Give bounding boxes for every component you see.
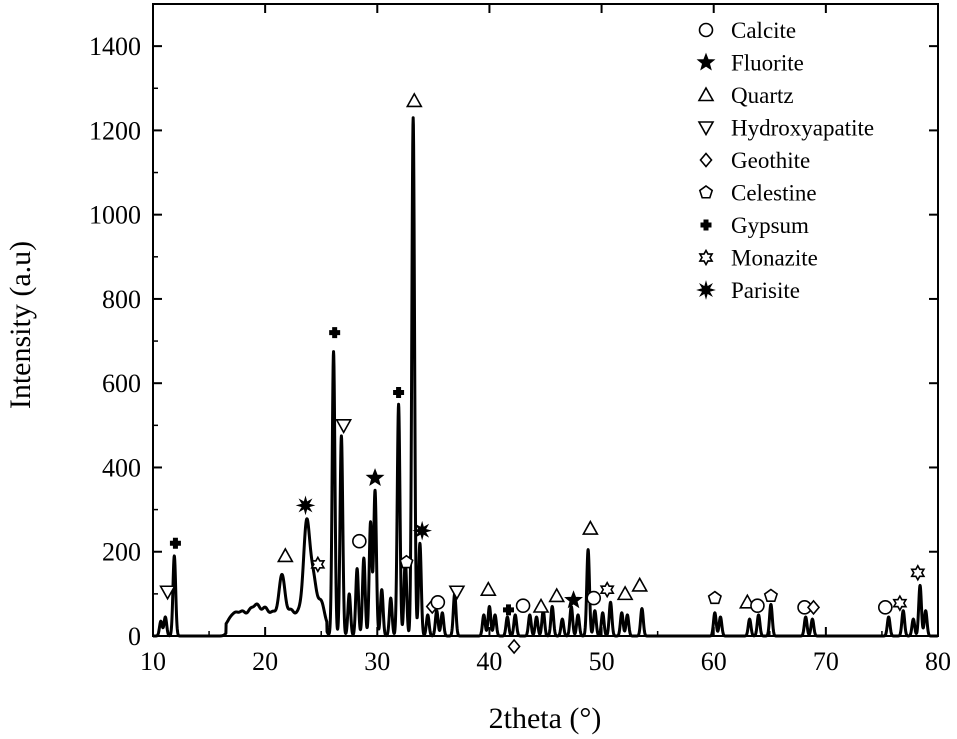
plot-area — [151, 3, 940, 638]
x-tick-label: 10 — [140, 647, 166, 676]
x-tick-label: 60 — [701, 647, 727, 676]
y-tick-label: 800 — [102, 285, 141, 314]
legend-entry: Quartz — [697, 83, 794, 108]
phase-marker-geothite — [806, 599, 821, 616]
y-tick-label: 1000 — [89, 201, 141, 230]
phase-marker-monazite — [599, 581, 615, 599]
xrd-trace — [151, 116, 940, 638]
y-tick-label: 600 — [102, 369, 141, 398]
phase-marker-calcite — [877, 600, 893, 615]
legend-label: Parisite — [731, 278, 800, 303]
phase-marker-parisite — [412, 520, 432, 541]
legend-marker-parisite — [696, 280, 716, 300]
legend-entry: Fluorite — [696, 51, 804, 76]
phase-markers — [159, 92, 926, 655]
legend-label: Celestine — [731, 181, 817, 206]
legend-label: Geothite — [731, 148, 810, 173]
phase-marker-quartz — [479, 581, 497, 596]
x-tick-label: 40 — [476, 647, 502, 676]
legend-label: Hydroxyapatite — [731, 116, 874, 141]
phase-marker-calcite — [352, 533, 367, 549]
legend-marker-monazite — [698, 248, 714, 267]
phase-marker-quartz — [405, 92, 423, 108]
legend-marker-celestine — [698, 185, 714, 199]
legend-entry: Calcite — [698, 18, 796, 43]
phase-marker-fluorite — [365, 468, 385, 487]
legend-marker-quartz — [697, 86, 715, 102]
phase-marker-monazite — [910, 564, 926, 582]
y-tick-label: 400 — [102, 453, 141, 482]
legend-entry: Celestine — [698, 181, 817, 206]
phase-marker-calcite — [430, 594, 446, 610]
phase-marker-quartz — [276, 547, 294, 563]
phase-marker-gypsum — [169, 537, 181, 549]
phase-marker-celestine — [399, 554, 414, 569]
legend-label: Gypsum — [731, 213, 809, 238]
phase-marker-monazite — [892, 594, 908, 612]
x-tick-label: 80 — [925, 647, 951, 676]
phase-marker-celestine — [707, 590, 722, 605]
legend-marker-gypsum — [700, 219, 712, 231]
phase-marker-fluorite — [564, 590, 583, 609]
phase-marker-hydroxyapatite — [448, 585, 466, 601]
legend-label: Monazite — [731, 246, 818, 271]
y-axis-ticks: 0 200 400 600 800 1000 1200 1400 — [89, 32, 938, 651]
y-tick-label: 200 — [102, 538, 141, 567]
phase-marker-gypsum — [502, 604, 514, 616]
phase-marker-quartz — [616, 585, 634, 601]
phase-marker-hydroxyapatite — [159, 585, 176, 601]
legend: Calcite Fluorite Quartz Hydroxyapatite Geoth… — [696, 18, 874, 303]
phase-marker-monazite — [310, 555, 326, 573]
phase-marker-celestine — [763, 588, 779, 603]
phase-marker-quartz — [532, 597, 550, 613]
legend-marker-fluorite — [696, 52, 716, 71]
legend-entry: Geothite — [699, 148, 810, 173]
y-axis-label: Intensity (a.u) — [4, 241, 37, 409]
phase-marker-quartz — [581, 519, 599, 535]
x-tick-label: 70 — [813, 647, 839, 676]
legend-entry: Parisite — [696, 278, 800, 303]
legend-entry: Monazite — [698, 246, 818, 271]
phase-marker-calcite — [750, 598, 765, 613]
legend-marker-hydroxyapatite — [697, 121, 715, 137]
legend-label: Fluorite — [731, 51, 804, 76]
y-tick-label: 0 — [128, 622, 141, 651]
x-axis-ticks: 10 20 30 40 50 60 70 80 — [140, 4, 951, 676]
phase-marker-calcite — [586, 590, 602, 606]
phase-marker-quartz — [548, 587, 566, 603]
phase-marker-gypsum — [329, 327, 341, 339]
x-tick-label: 20 — [252, 647, 278, 676]
x-axis-label: 2theta (°) — [489, 702, 602, 735]
legend-label: Quartz — [731, 83, 794, 108]
phase-marker-gypsum — [393, 386, 405, 398]
legend-label: Calcite — [731, 18, 796, 43]
y-tick-label: 1400 — [89, 32, 141, 61]
legend-entry: Gypsum — [700, 213, 809, 238]
legend-marker-geothite — [699, 152, 713, 168]
phase-marker-calcite — [515, 598, 531, 613]
phase-marker-parisite — [295, 495, 316, 516]
legend-marker-calcite — [698, 22, 714, 38]
x-tick-label: 50 — [589, 647, 615, 676]
phase-marker-hydroxyapatite — [335, 419, 353, 434]
plot-frame — [152, 3, 939, 637]
x-tick-label: 30 — [364, 647, 390, 676]
legend-entry: Hydroxyapatite — [697, 116, 874, 141]
y-tick-label: 1200 — [89, 116, 141, 145]
phase-marker-quartz — [631, 576, 649, 592]
phase-marker-geothite — [507, 638, 521, 655]
